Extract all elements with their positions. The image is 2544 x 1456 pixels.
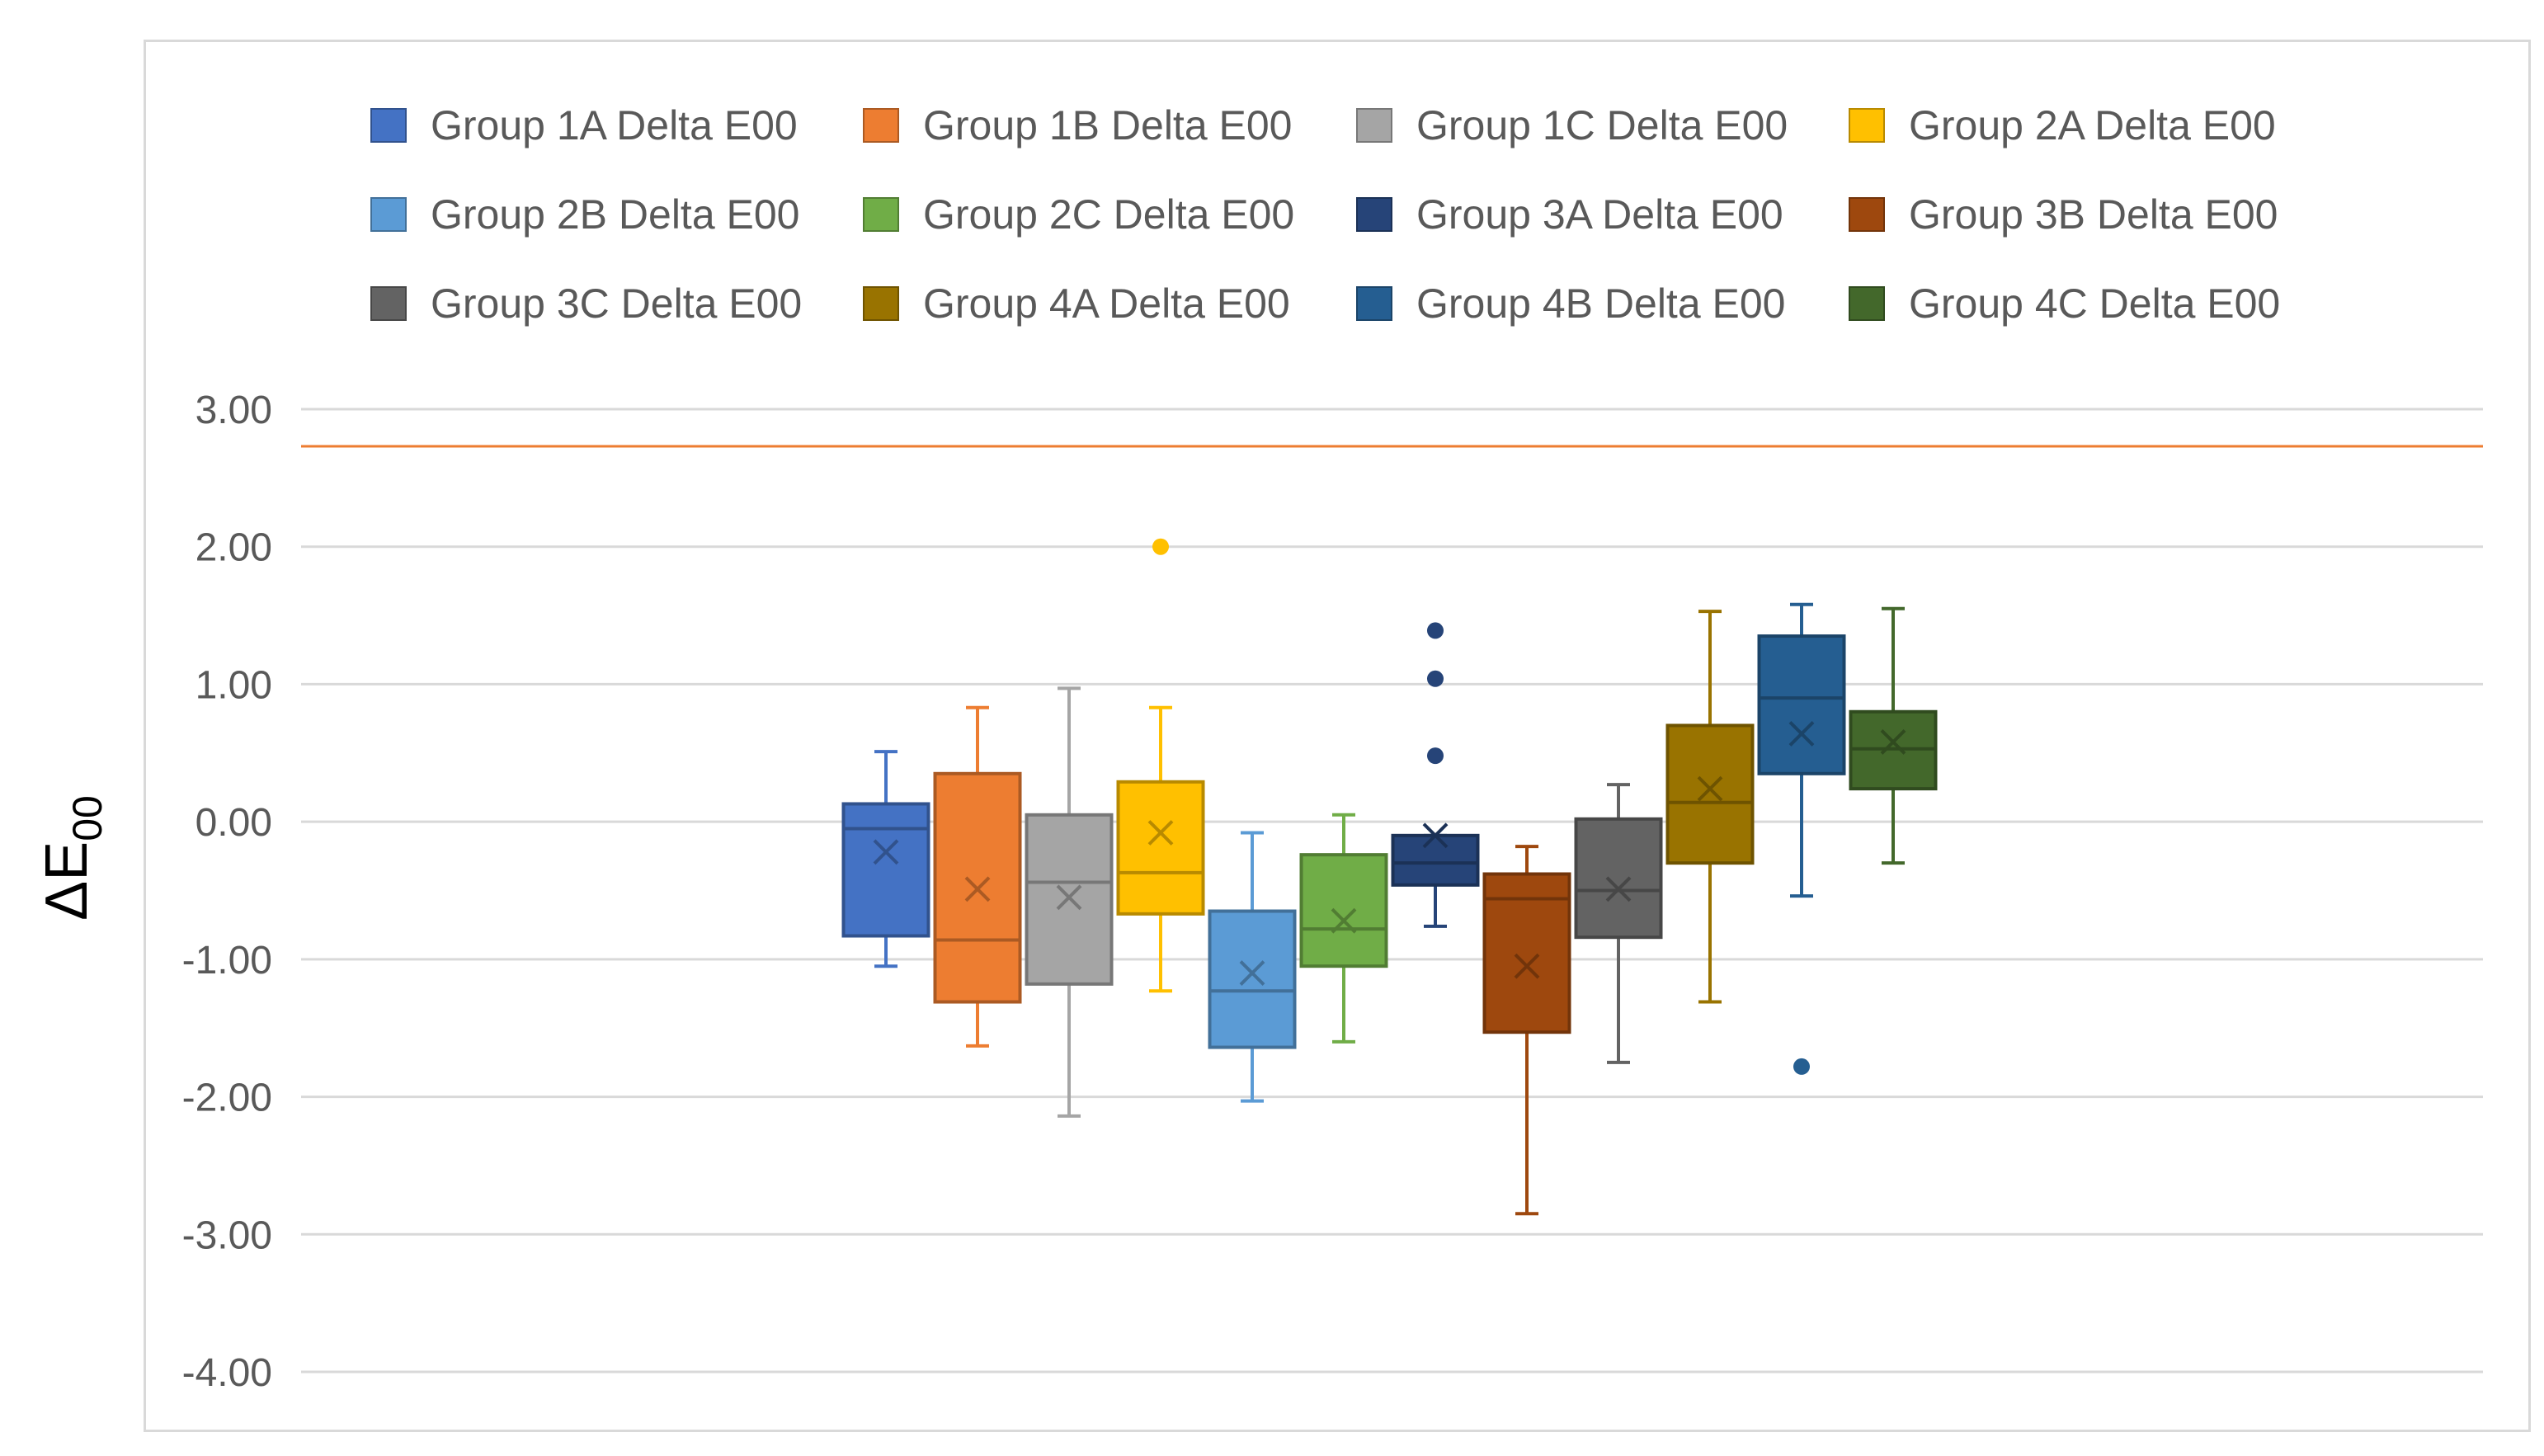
box-group [1574, 783, 1663, 1064]
box [1757, 634, 1846, 775]
box-group [1757, 602, 1846, 1075]
y-axis-ticks: 3.00 2.00 1.00 0.00 -1.00 -2.00 -3.00 -4.00 [182, 389, 272, 1395]
legend-item: Group 1B Delta E00 [863, 102, 1293, 148]
y-tick-label: 0.00 [196, 801, 272, 845]
y-axis-label: ΔE00 [34, 795, 111, 921]
box [1208, 909, 1297, 1049]
mean-marker [1697, 775, 1723, 802]
legend-swatch [1356, 286, 1392, 321]
legend-swatch [863, 286, 899, 321]
outlier-point [1427, 747, 1444, 765]
boxes [841, 538, 1938, 1216]
legend-item: Group 4A Delta E00 [863, 280, 1290, 327]
legend-swatch [370, 286, 407, 321]
outlier-point [1793, 1058, 1810, 1075]
legend-item: Group 3B Delta E00 [1849, 191, 2278, 238]
gridlines [301, 408, 2483, 1374]
box [1574, 817, 1663, 940]
outlier-point [1427, 622, 1444, 639]
legend-label: Group 3B Delta E00 [1909, 191, 2278, 238]
legend-label: Group 3C Delta E00 [431, 280, 802, 327]
y-tick-label: 3.00 [196, 389, 272, 432]
outlier-point [1152, 538, 1169, 555]
box [1391, 833, 1480, 887]
box [841, 802, 930, 938]
legend: Group 1A Delta E00 Group 1B Delta E00 Grou… [370, 102, 2280, 327]
legend-swatch [1849, 197, 1885, 232]
legend-swatch [370, 108, 407, 143]
y-tick-label: -2.00 [182, 1077, 272, 1120]
mean-marker [964, 876, 991, 902]
legend-label: Group 1A Delta E00 [431, 102, 798, 148]
mean-marker [1239, 960, 1265, 986]
legend-item: Group 2A Delta E00 [1849, 102, 2276, 148]
mean-marker [1514, 953, 1540, 979]
legend-label: Group 4C Delta E00 [1909, 280, 2280, 327]
mean-marker [1605, 876, 1632, 902]
box-group [1116, 538, 1205, 993]
box-group [1482, 845, 1571, 1216]
mean-marker [1331, 907, 1357, 934]
legend-swatch [370, 197, 407, 232]
box-group [1208, 831, 1297, 1103]
box [1665, 723, 1755, 865]
y-tick-label: 2.00 [196, 526, 272, 570]
chart-frame [144, 40, 2531, 1432]
y-tick-label: -4.00 [182, 1351, 272, 1395]
y-tick-label: 1.00 [196, 663, 272, 707]
legend-label: Group 4B Delta E00 [1416, 280, 1786, 327]
mean-marker [873, 839, 899, 865]
box-group [841, 750, 930, 968]
legend-item: Group 1A Delta E00 [370, 102, 798, 148]
box [1116, 780, 1205, 916]
legend-swatch [1356, 197, 1392, 232]
legend-item: Group 3A Delta E00 [1356, 191, 1783, 238]
box [1299, 853, 1388, 968]
box-group [1299, 813, 1388, 1044]
legend-swatch [863, 197, 899, 232]
legend-item: Group 3C Delta E00 [370, 280, 802, 327]
legend-item: Group 4C Delta E00 [1849, 280, 2280, 327]
legend-label: Group 2C Delta E00 [923, 191, 1294, 238]
y-tick-label: -3.00 [182, 1213, 272, 1257]
legend-label: Group 1B Delta E00 [923, 102, 1293, 148]
legend-label: Group 1C Delta E00 [1416, 102, 1788, 148]
legend-swatch [1849, 286, 1885, 321]
y-axis-label-subscript: 00 [64, 795, 111, 841]
mean-marker [1147, 820, 1174, 846]
legend-item: Group 2C Delta E00 [863, 191, 1294, 238]
legend-swatch [1356, 108, 1392, 143]
legend-label: Group 2A Delta E00 [1909, 102, 2276, 148]
legend-swatch [1849, 108, 1885, 143]
legend-label: Group 4A Delta E00 [923, 280, 1290, 327]
y-tick-label: -1.00 [182, 939, 272, 982]
box-group [933, 705, 1022, 1048]
legend-item: Group 2B Delta E00 [370, 191, 800, 238]
box-group [1665, 610, 1755, 1004]
mean-marker [1788, 721, 1815, 747]
mean-marker [1880, 729, 1906, 755]
outlier-point [1427, 670, 1444, 687]
legend-swatch [863, 108, 899, 143]
mean-marker [1422, 822, 1449, 849]
legend-label: Group 2B Delta E00 [431, 191, 800, 238]
box-group [1849, 606, 1938, 865]
legend-item: Group 4B Delta E00 [1356, 280, 1786, 327]
legend-item: Group 1C Delta E00 [1356, 102, 1788, 148]
legend-label: Group 3A Delta E00 [1416, 191, 1783, 238]
box-group [1391, 622, 1480, 928]
y-axis-label-main: ΔE [34, 841, 100, 921]
mean-marker [1056, 884, 1082, 911]
box-group [1025, 686, 1114, 1118]
